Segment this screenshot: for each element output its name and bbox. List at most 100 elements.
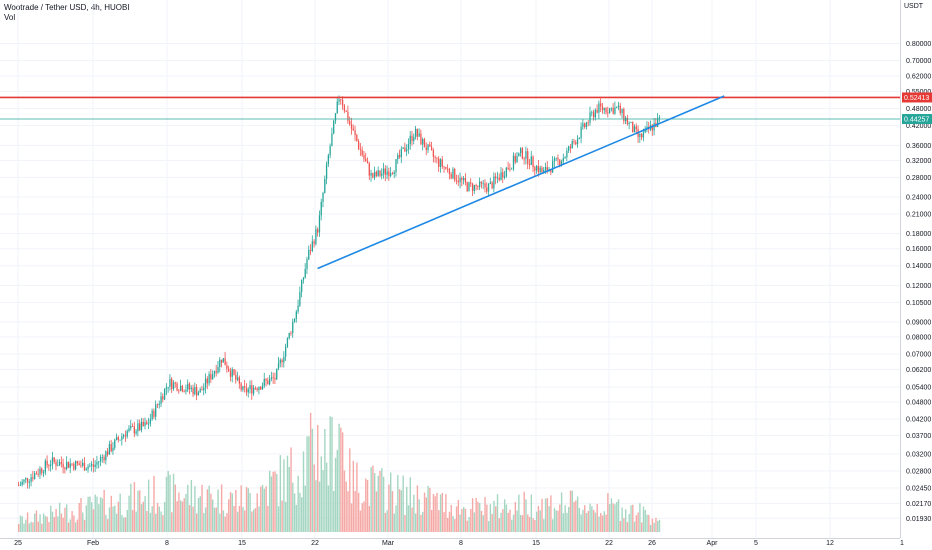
volume-bar — [50, 505, 52, 532]
volume-bar — [388, 484, 390, 532]
candle-body — [512, 155, 515, 169]
candle-body — [297, 305, 299, 312]
volume-bar — [268, 470, 271, 532]
volume-bar — [114, 505, 116, 532]
volume-bar — [290, 447, 292, 532]
volume-bar — [576, 496, 579, 532]
candle-body — [509, 168, 511, 170]
volume-label: Vol — [4, 13, 16, 22]
candle-body — [479, 181, 481, 187]
volume-bar — [181, 501, 184, 532]
candle-body — [564, 157, 566, 159]
candle-body — [313, 241, 315, 244]
candle-body — [325, 164, 328, 179]
time-axis[interactable]: 25 Feb 8 15 22 Mar 8 15 22 26 Apr 5 12 1 — [0, 538, 904, 548]
candle-body — [502, 172, 504, 178]
volume-bar — [28, 523, 31, 532]
y-tick-label: 0.10500 — [906, 300, 931, 307]
volume-bar — [133, 482, 136, 532]
volume-bar — [617, 499, 620, 532]
candle-body — [37, 474, 39, 475]
candle-body — [285, 347, 287, 357]
candle-body — [390, 173, 392, 177]
candle-body — [416, 128, 419, 137]
volume-bar — [322, 470, 324, 532]
volume-bar — [297, 475, 299, 532]
candle-body — [194, 387, 196, 395]
y-tick-label: 0.08000 — [906, 335, 931, 342]
volume-bar — [443, 512, 445, 532]
volume-bar — [196, 513, 198, 532]
candle-body — [468, 182, 470, 191]
candle-body — [99, 457, 102, 462]
volume-bar — [568, 507, 570, 532]
volume-bar — [607, 493, 609, 532]
volume-bar — [76, 519, 79, 532]
volume-bar — [220, 484, 223, 532]
volume-bar — [64, 507, 66, 532]
candle-body — [107, 451, 109, 455]
candle-body — [523, 158, 525, 160]
volume-bar — [350, 503, 353, 532]
volume-bar — [352, 460, 355, 532]
candle-body — [511, 168, 513, 170]
candle-body — [233, 369, 235, 375]
candle-body — [576, 138, 579, 145]
candle-body — [644, 128, 646, 133]
volume-bar — [584, 505, 586, 532]
volume-bar — [329, 416, 331, 532]
volume-bar — [544, 498, 547, 532]
volume-bar — [267, 505, 269, 532]
volume-bar — [479, 503, 481, 532]
candle-body — [240, 383, 242, 390]
candle-body — [525, 151, 527, 159]
volume-bar — [249, 493, 251, 532]
volume-bar — [368, 505, 371, 532]
volume-bar — [427, 485, 429, 532]
candle-body — [197, 392, 200, 396]
candle-body — [279, 359, 281, 364]
y-tick-label: 0.04800 — [906, 400, 931, 407]
candle-body — [260, 387, 262, 390]
candle-body — [422, 139, 424, 145]
volume-bar — [642, 506, 645, 532]
candle-body — [220, 359, 223, 363]
candle-body — [199, 389, 201, 393]
volume-bar — [466, 520, 468, 532]
volume-bar — [276, 474, 278, 532]
candle-body — [92, 464, 95, 467]
y-tick-label: 0.05400 — [906, 385, 931, 392]
candle-body — [486, 187, 488, 192]
volume-bar — [454, 519, 456, 532]
price-axis[interactable]: 0.80000 0.70000 0.62000 0.55000 0.48000 0.420… — [900, 0, 932, 550]
volume-bar — [256, 493, 258, 532]
volume-bar — [375, 491, 378, 532]
candle-body — [105, 451, 107, 461]
volume-bar — [244, 510, 246, 532]
candle-body — [359, 148, 362, 150]
volume-bar — [251, 511, 253, 532]
volume-bar — [258, 506, 260, 532]
y-tick-label: 0.16000 — [906, 246, 931, 253]
volume-bar — [644, 510, 646, 532]
candle-body — [131, 425, 134, 427]
volume-bar — [541, 498, 543, 532]
candle-body — [354, 130, 356, 136]
ascending-trendline[interactable] — [317, 95, 725, 270]
volume-bar — [162, 515, 164, 532]
candle-body — [464, 178, 467, 183]
candle-body — [386, 171, 388, 175]
candle-body — [628, 122, 630, 125]
candle-body — [80, 465, 82, 466]
volume-bar — [197, 497, 200, 532]
volume-bar — [293, 493, 296, 532]
candle-body — [254, 387, 257, 389]
volume-bar — [121, 515, 123, 532]
candle-body — [53, 457, 55, 462]
volume-bar — [495, 506, 497, 532]
volume-bar — [438, 510, 440, 532]
volume-bar — [347, 491, 349, 532]
candle-body — [42, 472, 45, 474]
volume-bar — [158, 506, 161, 532]
